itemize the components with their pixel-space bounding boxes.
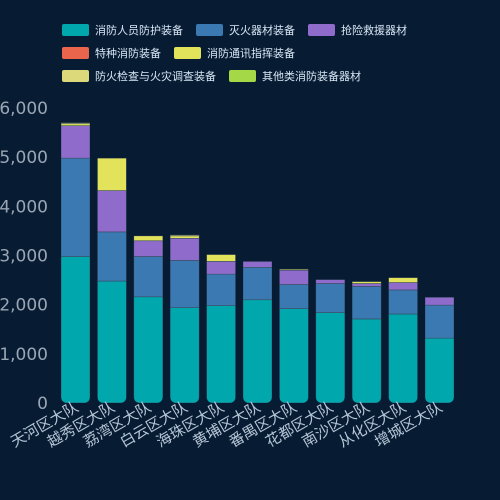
bar-segment[interactable] xyxy=(315,312,345,403)
bar-segment[interactable] xyxy=(352,286,382,320)
legend-item-series-1[interactable]: 灭火器材装备 xyxy=(196,22,295,38)
bar-segment[interactable] xyxy=(206,273,236,306)
legend-item-series-5[interactable]: 防火检查与火灾调查装备 xyxy=(62,68,216,84)
bar-segment[interactable] xyxy=(97,231,127,282)
legend-item-series-0[interactable]: 消防人员防护装备 xyxy=(62,22,183,38)
legend-swatch xyxy=(62,46,89,59)
bar-segment[interactable] xyxy=(279,269,309,271)
legend-label: 灭火器材装备 xyxy=(229,23,295,37)
bar-segment[interactable] xyxy=(352,281,382,284)
legend-label: 特种消防装备 xyxy=(95,46,161,60)
legend-item-series-2[interactable]: 抢险救援器材 xyxy=(308,22,407,38)
legend-swatch xyxy=(174,46,201,59)
bar-segment[interactable] xyxy=(243,266,272,301)
legend-swatch xyxy=(308,23,335,36)
legend-label: 消防人员防护装备 xyxy=(95,23,183,37)
legend-swatch xyxy=(62,23,89,36)
bar-segment[interactable] xyxy=(206,305,236,403)
legend-row: 消防人员防护装备 灭火器材装备 抢险救援器材 xyxy=(62,18,492,41)
legend-label: 消防通讯指挥装备 xyxy=(207,46,295,60)
bar-segment[interactable] xyxy=(206,254,236,262)
bar-segment[interactable] xyxy=(388,289,418,315)
bar-segment[interactable] xyxy=(61,157,90,257)
legend-row: 特种消防装备 消防通讯指挥装备 xyxy=(62,41,492,64)
legend-row: 防火检查与火灾调查装备 其他类消防装备器材 xyxy=(62,64,492,87)
bar-segment[interactable] xyxy=(243,299,272,403)
y-tick-label: 1,000 xyxy=(0,345,48,365)
bar-segment[interactable] xyxy=(425,304,454,339)
bar-segment[interactable] xyxy=(61,125,90,159)
bar-segment[interactable] xyxy=(170,237,200,261)
y-tick-label: 3,000 xyxy=(0,247,48,267)
bar-segment[interactable] xyxy=(352,318,382,403)
legend-label: 抢险救援器材 xyxy=(341,23,407,37)
bar-segment[interactable] xyxy=(315,283,345,313)
bar-stack[interactable] xyxy=(279,269,309,403)
bar-segment[interactable] xyxy=(97,280,127,403)
bar-stack[interactable] xyxy=(97,158,127,403)
bar-stack[interactable] xyxy=(170,234,200,403)
bar-segment[interactable] xyxy=(243,261,272,268)
bar-segment[interactable] xyxy=(61,122,90,125)
legend-label: 防火检查与火灾调查装备 xyxy=(95,69,216,83)
bar-segment[interactable] xyxy=(133,235,163,242)
bar-segment[interactable] xyxy=(425,337,454,403)
bar-stack[interactable] xyxy=(243,261,272,403)
legend: 消防人员防护装备 灭火器材装备 抢险救援器材 特种消防装备 消防通讯指挥装备 xyxy=(62,18,492,87)
y-tick-label: 6,000 xyxy=(0,99,48,119)
bar-segment[interactable] xyxy=(97,190,127,233)
legend-item-series-6[interactable]: 其他类消防装备器材 xyxy=(229,68,361,84)
legend-item-series-3[interactable]: 特种消防装备 xyxy=(62,45,161,61)
bar-segment[interactable] xyxy=(170,307,200,403)
bar-segment[interactable] xyxy=(279,269,309,285)
legend-swatch xyxy=(62,69,89,82)
legend-swatch xyxy=(196,23,223,36)
bar-segment[interactable] xyxy=(133,256,163,298)
y-tick-label: 0 xyxy=(37,394,48,414)
bar-segment[interactable] xyxy=(170,235,200,239)
y-tick-label: 4,000 xyxy=(0,197,48,217)
legend-swatch xyxy=(229,69,256,82)
bar-segment[interactable] xyxy=(133,240,163,257)
bar-stack[interactable] xyxy=(425,297,454,403)
bar-stack[interactable] xyxy=(133,235,163,403)
y-tick-label: 2,000 xyxy=(0,296,48,316)
bar-segment[interactable] xyxy=(97,158,127,191)
bar-segment[interactable] xyxy=(279,284,309,309)
bar-stack[interactable] xyxy=(206,254,236,403)
bar-segment[interactable] xyxy=(425,297,454,306)
bar-segment[interactable] xyxy=(388,277,418,283)
bar-segment[interactable] xyxy=(170,260,200,308)
bar-segment[interactable] xyxy=(61,256,90,403)
bar-segment[interactable] xyxy=(170,234,200,237)
bar-segment[interactable] xyxy=(206,261,236,275)
bar-segment[interactable] xyxy=(315,279,345,284)
legend-label: 其他类消防装备器材 xyxy=(262,69,361,83)
bar-segment[interactable] xyxy=(133,296,163,403)
bar-segment[interactable] xyxy=(279,308,309,403)
bar-stack[interactable] xyxy=(61,122,90,403)
bar-stack[interactable] xyxy=(352,281,382,403)
bar-segment[interactable] xyxy=(388,313,418,403)
y-tick-label: 5,000 xyxy=(0,148,48,168)
bar-segment[interactable] xyxy=(352,283,382,287)
bar-segment[interactable] xyxy=(388,282,418,291)
bar-stack[interactable] xyxy=(388,277,418,403)
bar-stack[interactable] xyxy=(315,279,345,403)
legend-item-series-4[interactable]: 消防通讯指挥装备 xyxy=(174,45,295,61)
